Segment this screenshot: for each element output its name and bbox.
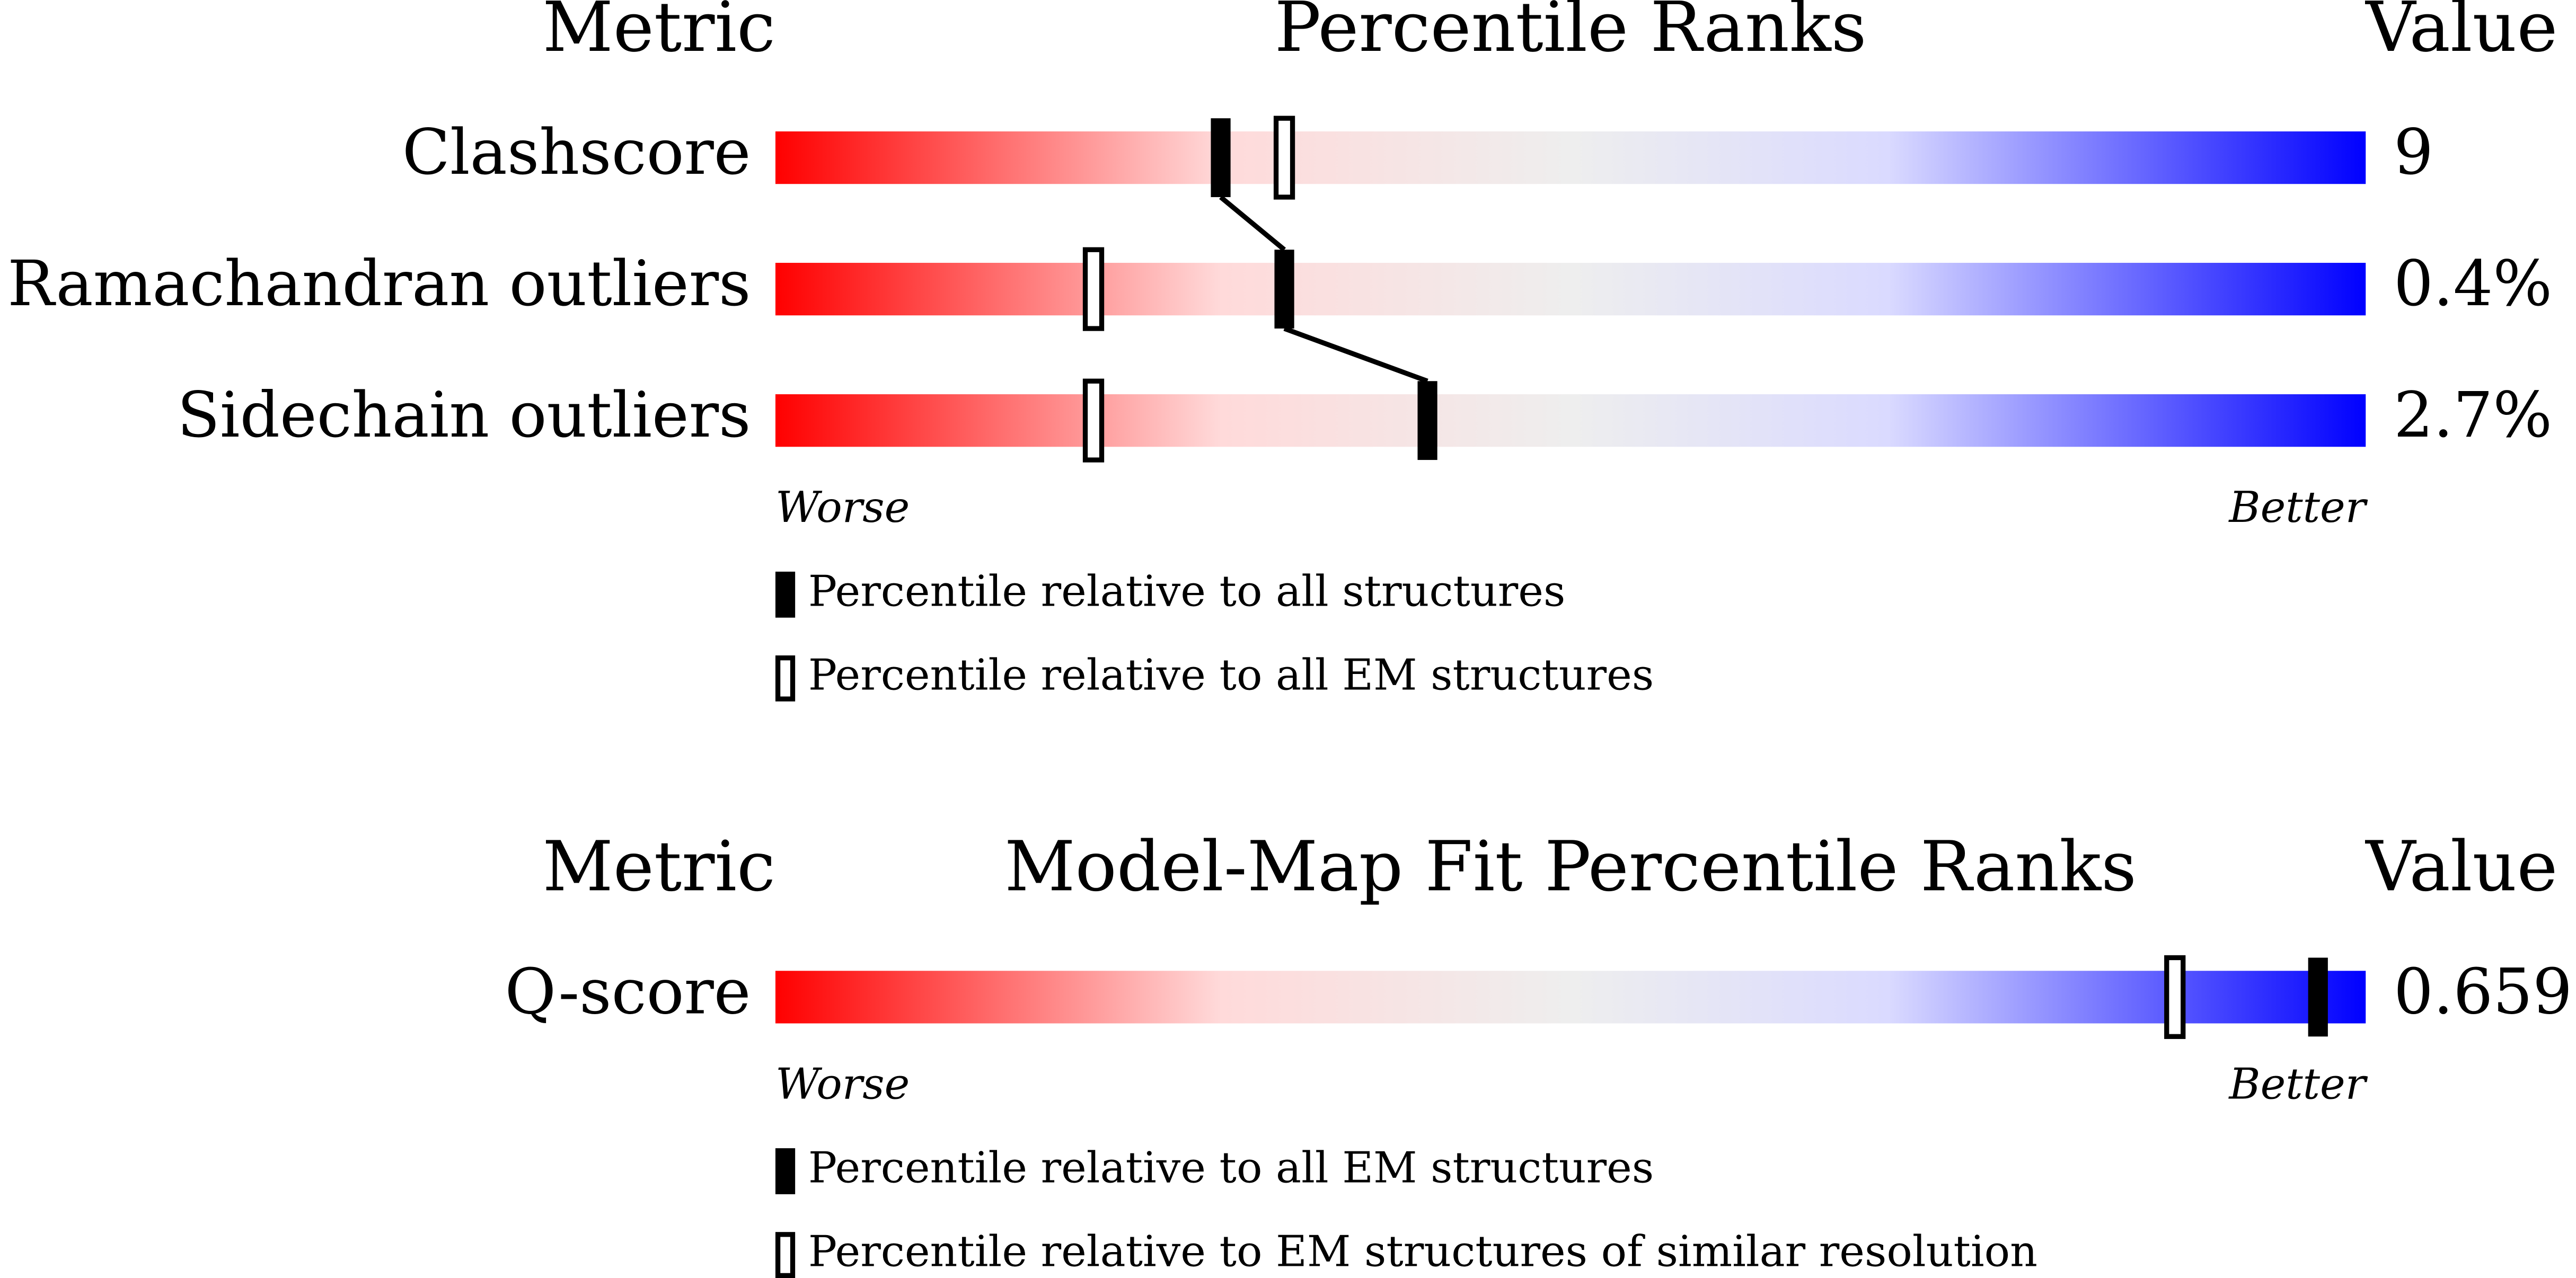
legend-filled-swatch — [775, 571, 796, 618]
header-title: Model-Map Fit Percentile Ranks — [1004, 826, 2137, 907]
slider-bar — [775, 263, 2366, 316]
header-value: Value — [2365, 826, 2557, 907]
axis-right: Better — [2228, 1059, 2368, 1109]
filled-marker — [1274, 250, 1294, 329]
metric-label: Clashscore — [402, 116, 751, 189]
header-metric: Metric — [543, 0, 775, 67]
legend-label: Percentile relative to all EM structures — [808, 650, 1654, 700]
axis-right: Better — [2228, 483, 2368, 532]
slider-bar — [775, 131, 2366, 184]
open-marker — [1273, 116, 1295, 200]
connector — [1219, 195, 1286, 252]
filled-marker — [1211, 118, 1231, 198]
header-value: Value — [2365, 0, 2557, 67]
legend-open-swatch — [775, 1232, 796, 1278]
metric-value: 0.4% — [2394, 247, 2552, 320]
metric-value: 9 — [2394, 116, 2433, 189]
slider-bar — [775, 971, 2366, 1024]
axis-left: Worse — [775, 483, 910, 532]
legend-filled-swatch — [775, 1148, 796, 1194]
metric-value: 2.7% — [2394, 379, 2552, 451]
legend-label: Percentile relative to all EM structures — [808, 1143, 1654, 1193]
header-title: Percentile Ranks — [1275, 0, 1867, 67]
legend-open-swatch — [775, 655, 796, 702]
axis-left: Worse — [775, 1059, 910, 1109]
legend-label: Percentile relative to EM structures of … — [808, 1227, 2037, 1277]
metric-value: 0.659 — [2394, 955, 2572, 1028]
metric-label: Sidechain outliers — [177, 379, 751, 451]
header-metric: Metric — [543, 826, 775, 907]
open-marker — [2164, 955, 2186, 1039]
legend-label: Percentile relative to all structures — [808, 566, 1565, 616]
open-marker — [1082, 378, 1105, 463]
connector — [1283, 326, 1428, 384]
filled-marker — [2308, 957, 2328, 1037]
slider-bar — [775, 394, 2366, 447]
metric-label: Ramachandran outliers — [7, 247, 751, 320]
metric-label: Q-score — [505, 955, 751, 1028]
filled-marker — [1417, 381, 1437, 460]
open-marker — [1082, 247, 1105, 331]
